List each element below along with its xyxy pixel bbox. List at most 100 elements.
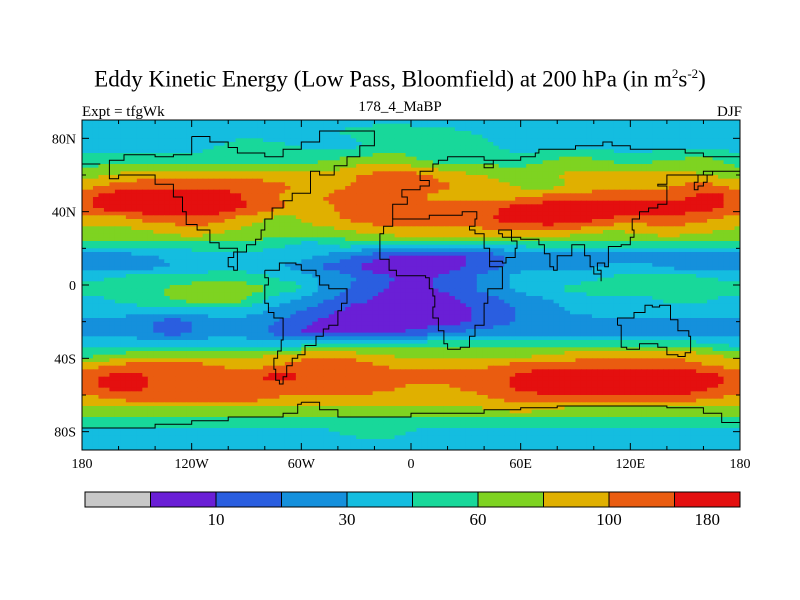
field-cell <box>361 211 368 216</box>
field-cell <box>734 226 740 231</box>
field-cell <box>312 219 319 224</box>
field-cell <box>273 222 280 227</box>
field-cell <box>504 259 511 264</box>
field-cell <box>290 153 297 158</box>
field-cell <box>87 142 94 147</box>
field-cell <box>570 167 577 172</box>
field-cell <box>668 127 675 132</box>
field-cell <box>114 237 121 242</box>
field-cell <box>125 244 132 249</box>
field-cell <box>219 120 226 125</box>
field-cell <box>114 160 121 165</box>
field-cell <box>136 255 143 260</box>
field-cell <box>685 248 692 253</box>
field-cell <box>251 127 259 132</box>
field-cell <box>87 145 94 150</box>
field-cell <box>383 120 390 125</box>
field-cell <box>509 241 516 246</box>
field-cell <box>339 149 346 154</box>
field-cell <box>465 153 472 158</box>
field-cell <box>383 189 390 194</box>
field-cell <box>103 123 111 128</box>
field-cell <box>400 200 407 205</box>
field-cell <box>241 164 248 169</box>
field-cell <box>591 164 599 169</box>
field-cell <box>476 131 483 136</box>
field-cell <box>630 120 637 125</box>
field-cell <box>317 255 324 260</box>
field-cell <box>306 175 313 180</box>
field-cell <box>301 255 308 260</box>
field-cell <box>82 123 89 128</box>
field-cell <box>630 230 637 235</box>
field-cell <box>734 259 740 264</box>
field-cell <box>734 197 740 202</box>
field-cell <box>679 263 686 268</box>
field-cell <box>125 171 132 176</box>
field-cell <box>427 200 434 205</box>
field-cell <box>345 248 352 253</box>
field-cell <box>295 156 302 161</box>
field-cell <box>548 164 555 169</box>
field-cell <box>707 230 714 235</box>
field-cell <box>246 120 253 125</box>
field-cell <box>460 266 467 271</box>
field-cell <box>482 211 489 216</box>
field-cell <box>531 171 538 176</box>
field-cell <box>427 259 434 264</box>
field-cell <box>674 241 681 246</box>
field-cell <box>306 138 313 143</box>
field-cell <box>537 134 544 139</box>
field-cell <box>98 164 105 169</box>
field-cell <box>718 145 725 150</box>
field-cell <box>542 145 549 150</box>
field-cell <box>235 160 242 165</box>
field-cell <box>191 186 198 191</box>
field-cell <box>262 252 270 257</box>
field-cell <box>531 230 538 235</box>
field-cell <box>257 175 264 180</box>
field-cell <box>657 178 664 183</box>
field-cell <box>411 255 418 260</box>
field-cell <box>158 164 165 169</box>
field-cell <box>531 120 538 125</box>
field-cell <box>674 186 681 191</box>
field-cell <box>306 145 313 150</box>
field-cell <box>674 248 681 253</box>
field-cell <box>136 208 143 213</box>
field-cell <box>630 263 637 268</box>
field-cell <box>186 142 193 147</box>
field-cell <box>460 248 467 253</box>
field-cell <box>602 252 609 257</box>
field-cell <box>279 178 286 183</box>
field-cell <box>312 270 319 275</box>
field-cell <box>251 186 259 191</box>
field-cell <box>180 244 187 249</box>
field-cell <box>635 142 642 147</box>
field-cell <box>685 226 692 231</box>
field-cell <box>668 259 675 264</box>
field-cell <box>136 123 143 128</box>
field-cell <box>400 241 407 246</box>
field-cell <box>559 120 566 125</box>
field-cell <box>482 189 489 194</box>
field-cell <box>460 182 467 187</box>
field-cell <box>548 182 555 187</box>
field-cell <box>416 131 423 136</box>
field-cell <box>718 189 725 194</box>
field-cell <box>482 160 489 165</box>
field-cell <box>114 120 121 125</box>
field-cell <box>438 156 445 161</box>
field-cell <box>674 149 681 154</box>
field-cell <box>328 134 335 139</box>
field-cell <box>361 131 368 136</box>
field-cell <box>734 131 740 136</box>
field-cell <box>306 197 313 202</box>
field-cell <box>476 175 483 180</box>
field-cell <box>580 193 588 198</box>
field-cell <box>241 175 248 180</box>
field-cell <box>641 222 648 227</box>
field-cell <box>92 153 100 158</box>
field-cell <box>696 120 703 125</box>
field-cell <box>87 222 94 227</box>
